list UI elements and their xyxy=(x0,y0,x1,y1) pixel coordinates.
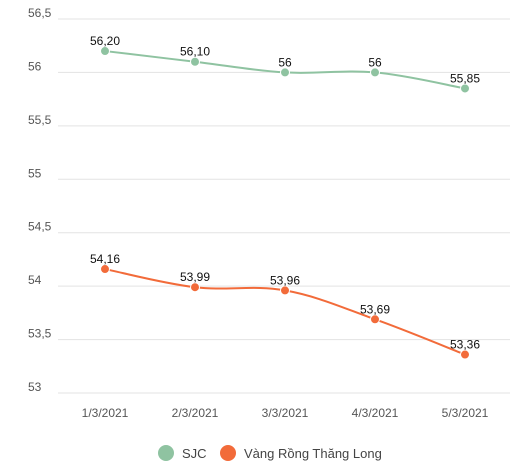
x-axis-ticks: 1/3/2021 2/3/2021 3/3/2021 4/3/2021 5/3/2021 xyxy=(82,406,489,420)
data-point xyxy=(280,285,290,296)
y-tick-label: 56 xyxy=(28,59,42,73)
data-point xyxy=(190,282,200,293)
data-label: 56,10 xyxy=(180,45,210,59)
data-point xyxy=(370,314,380,325)
data-point xyxy=(460,349,470,360)
data-label: 53,96 xyxy=(270,273,300,287)
data-point xyxy=(460,83,470,94)
x-tick-label: 5/3/2021 xyxy=(442,406,489,420)
series-lines xyxy=(104,50,466,356)
data-point xyxy=(190,56,200,67)
legend-marker xyxy=(220,445,236,461)
data-point xyxy=(370,67,380,78)
data-label: 56 xyxy=(278,55,292,69)
legend-label: SJC xyxy=(182,446,207,461)
data-label: 53,69 xyxy=(360,302,390,316)
y-tick-label: 53,5 xyxy=(28,327,52,341)
data-label: 53,36 xyxy=(450,338,480,352)
data-label: 54,16 xyxy=(90,252,120,266)
data-label: 53,99 xyxy=(180,270,210,284)
data-labels: 56,20 56,10 56 56 55,85 54,16 53,99 53,96 53,69 5… xyxy=(90,34,480,351)
legend: SJC Vàng Rồng Thăng Long xyxy=(158,445,382,461)
series-points xyxy=(100,46,470,360)
y-axis-ticks: 53 53,5 54 54,5 55 55,5 56 56,5 xyxy=(28,6,52,394)
y-tick-label: 53 xyxy=(28,380,42,394)
legend-marker xyxy=(158,445,174,461)
y-tick-label: 54 xyxy=(28,273,42,287)
y-tick-label: 54,5 xyxy=(28,220,52,234)
y-tick-label: 56,5 xyxy=(28,6,52,20)
x-tick-label: 1/3/2021 xyxy=(82,406,129,420)
data-point xyxy=(100,46,110,57)
x-tick-label: 4/3/2021 xyxy=(352,406,399,420)
y-tick-label: 55 xyxy=(28,166,42,180)
y-tick-label: 55,5 xyxy=(28,113,52,127)
data-point xyxy=(280,67,290,78)
data-label: 56 xyxy=(368,55,382,69)
x-tick-label: 3/3/2021 xyxy=(262,406,309,420)
data-label: 55,85 xyxy=(450,71,480,85)
x-tick-label: 2/3/2021 xyxy=(172,406,219,420)
legend-label: Vàng Rồng Thăng Long xyxy=(244,446,382,461)
data-point xyxy=(100,264,110,275)
data-label: 56,20 xyxy=(90,34,120,48)
